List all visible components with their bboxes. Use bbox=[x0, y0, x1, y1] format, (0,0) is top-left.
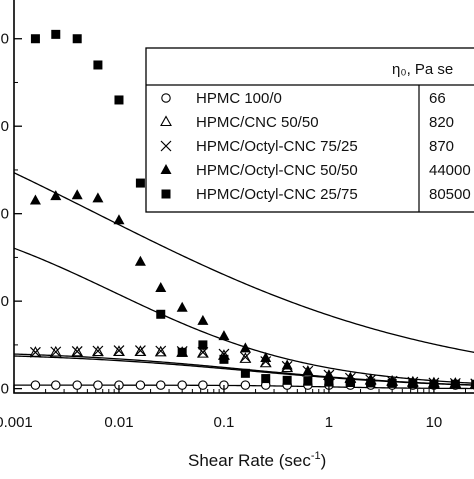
x-axis-title-main: Shear Rate (sec bbox=[188, 451, 311, 470]
data-point-s5-14 bbox=[303, 376, 313, 386]
legend-marker-3 bbox=[160, 140, 172, 152]
data-point-s4-4 bbox=[92, 192, 104, 203]
data-point-s5-5 bbox=[114, 95, 124, 105]
x-axis-title-sup: -1 bbox=[311, 450, 321, 462]
x-tick-label-4: 1 bbox=[325, 414, 333, 431]
plot-frame bbox=[13, 0, 474, 394]
data-point-s5-4 bbox=[93, 60, 103, 70]
x-axis-title: Shear Rate (sec-1) bbox=[188, 450, 326, 470]
data-point-s5-1 bbox=[30, 34, 40, 44]
data-point-s5-2 bbox=[51, 29, 61, 39]
data-point-s5-15 bbox=[324, 377, 334, 387]
data-point-s3-2 bbox=[50, 346, 62, 358]
x-tick-label-3: 0.1 bbox=[214, 414, 235, 431]
axis-ticks: 0.001 0.01 0.1 1 10 0 0 0 0 0 bbox=[0, 31, 467, 431]
legend-eta0-4: 44000 bbox=[429, 162, 471, 179]
legend-label-3: HPMC/Octyl-CNC 75/25 bbox=[196, 138, 358, 155]
legend-marker-2 bbox=[160, 115, 172, 127]
legend-label-5: HPMC/Octyl-CNC 25/75 bbox=[196, 186, 358, 203]
data-point-s3-11 bbox=[239, 351, 251, 363]
data-point-s1-4 bbox=[93, 380, 103, 390]
data-point-s3-6 bbox=[134, 345, 146, 357]
data-point-s4-8 bbox=[176, 301, 188, 312]
data-point-s4-9 bbox=[197, 314, 209, 325]
data-point-s3-1 bbox=[30, 346, 41, 358]
data-point-s1-3 bbox=[72, 380, 82, 390]
data-point-s1-6 bbox=[135, 380, 146, 390]
data-point-s3-5 bbox=[113, 345, 125, 357]
fit-curve-4 bbox=[13, 247, 474, 384]
data-point-s4-5 bbox=[113, 214, 125, 225]
data-point-s5-18 bbox=[387, 378, 397, 388]
data-point-s5-19 bbox=[408, 379, 418, 389]
y-tick-label-4: 0 bbox=[1, 118, 9, 135]
legend-label-1: HPMC 100/0 bbox=[196, 90, 282, 107]
data-point-s3-7 bbox=[155, 345, 167, 357]
legend-eta0-1: 66 bbox=[429, 90, 446, 107]
x-axis-title-end: ) bbox=[321, 451, 327, 470]
data-point-s4-1 bbox=[29, 194, 41, 205]
data-point-s1-1 bbox=[30, 380, 41, 390]
data-point-s5-3 bbox=[72, 34, 82, 44]
data-point-s4-7 bbox=[155, 282, 167, 293]
data-point-s3-3 bbox=[71, 346, 83, 357]
legend-marker-4 bbox=[160, 164, 172, 174]
data-markers bbox=[29, 29, 474, 390]
data-point-s5-6 bbox=[135, 178, 145, 188]
data-point-s1-2 bbox=[51, 380, 61, 390]
y-tick-label-3: 0 bbox=[1, 206, 9, 223]
legend-marker-5 bbox=[161, 189, 171, 199]
data-point-s3-4 bbox=[92, 345, 104, 357]
legend-eta0-2: 820 bbox=[429, 114, 454, 131]
x-tick-label-2: 0.01 bbox=[104, 414, 133, 431]
legend-eta0-5: 80500 bbox=[429, 186, 471, 203]
data-point-s5-22 bbox=[471, 379, 474, 389]
data-point-s5-16 bbox=[345, 378, 355, 388]
data-point-s5-11 bbox=[240, 368, 250, 378]
data-point-s4-3 bbox=[71, 189, 83, 200]
x-tick-label-1: 0.001 bbox=[0, 414, 33, 431]
data-point-s1-7 bbox=[156, 380, 166, 390]
y-tick-label-1: 0 bbox=[1, 381, 9, 398]
y-tick-label-2: 0 bbox=[1, 293, 9, 310]
data-point-s4-11 bbox=[239, 342, 251, 353]
data-point-s4-13 bbox=[281, 359, 293, 370]
data-point-s5-9 bbox=[198, 340, 208, 350]
data-point-s1-11 bbox=[240, 380, 251, 390]
data-point-s5-7 bbox=[156, 309, 166, 319]
y-tick-label-5: 0 bbox=[1, 31, 9, 48]
data-point-s5-8 bbox=[177, 347, 187, 357]
data-point-s4-2 bbox=[50, 190, 62, 201]
fit-curve-5 bbox=[13, 172, 474, 353]
data-point-s5-12 bbox=[261, 374, 271, 384]
data-point-s4-15 bbox=[323, 369, 335, 380]
legend-marker-1 bbox=[161, 93, 171, 103]
data-point-s5-17 bbox=[366, 378, 376, 388]
data-point-s4-6 bbox=[134, 255, 146, 266]
data-point-s1-8 bbox=[177, 380, 187, 390]
legend-eta0-3: 870 bbox=[429, 138, 454, 155]
data-point-s5-13 bbox=[282, 375, 292, 385]
data-point-s5-10 bbox=[219, 354, 229, 364]
legend-rows: HPMC 100/0 66 HPMC/CNC 50/50 820 HPMC/Octyl-… bbox=[160, 90, 471, 203]
legend-header: η₀, Pa se bbox=[392, 61, 453, 78]
x-tick-label-5: 10 bbox=[426, 414, 443, 431]
data-point-s5-20 bbox=[429, 379, 439, 389]
legend-label-4: HPMC/Octyl-CNC 50/50 bbox=[196, 162, 358, 179]
data-point-s4-14 bbox=[302, 365, 314, 376]
legend-label-2: HPMC/CNC 50/50 bbox=[196, 114, 319, 131]
data-point-s1-9 bbox=[198, 380, 208, 390]
data-point-s4-12 bbox=[260, 352, 272, 363]
data-point-s4-10 bbox=[218, 330, 230, 341]
data-point-s5-21 bbox=[450, 379, 460, 389]
